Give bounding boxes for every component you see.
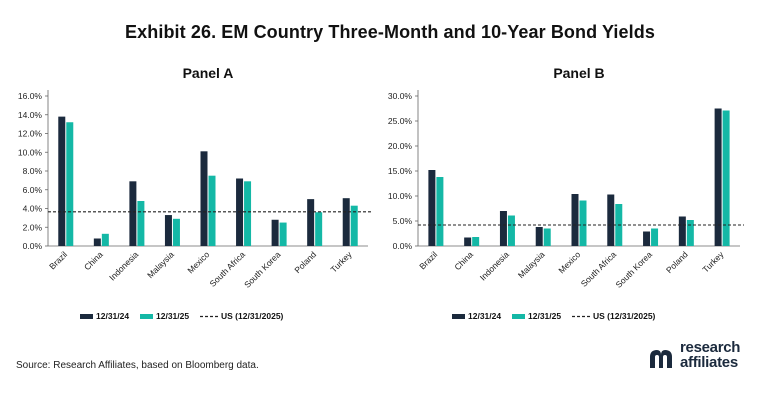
panel-title: Panel A (183, 65, 234, 81)
bar-2024-brazil (428, 170, 436, 246)
bar-2024-malaysia (535, 227, 543, 246)
category-label: Indonesia (478, 249, 511, 282)
logo-wordmark: research affiliates (680, 340, 740, 370)
legend-swatch (140, 314, 153, 319)
category-label: Poland (292, 249, 318, 275)
bar-2025-brazil (66, 122, 74, 246)
bar-2025-indonesia (507, 215, 515, 246)
category-label: Turkey (700, 249, 726, 275)
category-label: Malaysia (516, 249, 547, 280)
category-label: China (82, 249, 105, 272)
bar-2025-south-korea (651, 228, 659, 246)
bar-2024-south-korea (271, 219, 279, 246)
y-tick-label: 25.0% (388, 116, 413, 126)
bar-2025-poland (315, 212, 323, 246)
bar-2025-turkey (722, 110, 730, 246)
bar-2025-china (101, 233, 109, 246)
y-tick-label: 0.0% (23, 241, 43, 251)
bar-2024-brazil (58, 116, 66, 246)
bar-2025-mexico (208, 175, 216, 246)
category-label: Mexico (185, 249, 211, 275)
legend-label: 12/31/25 (156, 311, 189, 321)
panel-title: Panel B (553, 65, 604, 81)
logo-line-2: affiliates (680, 354, 738, 371)
legend-label: 12/31/24 (468, 311, 501, 321)
bar-2025-malaysia (172, 218, 180, 246)
source-note: Source: Research Affiliates, based on Bl… (16, 360, 259, 371)
y-tick-label: 16.0% (18, 91, 43, 101)
category-label: Indonesia (107, 249, 140, 282)
bar-2024-south-africa (607, 194, 615, 246)
y-tick-label: 10.0% (18, 147, 43, 157)
y-tick-label: 6.0% (23, 185, 43, 195)
bar-2025-south-korea (279, 222, 287, 246)
bar-2024-china (93, 238, 101, 246)
bar-2024-malaysia (164, 215, 172, 246)
category-label: South Korea (613, 249, 654, 290)
y-tick-label: 10.0% (388, 191, 413, 201)
y-tick-label: 14.0% (18, 110, 43, 120)
category-label: Poland (664, 249, 690, 275)
bar-2024-indonesia (499, 211, 507, 246)
bar-2024-mexico (571, 194, 579, 246)
bar-2025-mexico (579, 200, 587, 246)
bar-2024-indonesia (129, 181, 137, 246)
category-label: Brazil (47, 249, 69, 271)
bar-2025-indonesia (137, 201, 145, 246)
y-tick-label: 30.0% (388, 91, 413, 101)
research-affiliates-mark-icon (650, 350, 672, 368)
bar-2025-turkey (350, 205, 358, 246)
category-label: Brazil (417, 249, 439, 271)
y-tick-label: 4.0% (23, 204, 43, 214)
legend-swatch (512, 314, 525, 319)
exhibit-title: Exhibit 26. EM Country Three-Month and 1… (125, 22, 655, 42)
bar-2024-turkey (342, 198, 350, 246)
y-tick-label: 12.0% (18, 129, 43, 139)
y-tick-label: 20.0% (388, 141, 413, 151)
bar-2025-malaysia (543, 228, 551, 246)
category-label: South Korea (242, 249, 283, 290)
bar-2024-poland (678, 216, 686, 246)
category-label: Mexico (556, 249, 582, 275)
bar-2025-south-africa (244, 181, 252, 246)
research-affiliates-logo: research affiliates (648, 340, 768, 372)
bar-2024-mexico (200, 151, 208, 246)
bar-2024-south-korea (643, 231, 651, 246)
y-tick-label: 0.0% (393, 241, 413, 251)
bar-2024-china (464, 237, 472, 246)
y-tick-label: 15.0% (388, 166, 413, 176)
y-tick-label: 8.0% (23, 166, 43, 176)
bar-2024-poland (307, 199, 315, 246)
category-label: China (452, 249, 475, 272)
category-label: Malaysia (145, 249, 176, 280)
category-label: Turkey (328, 249, 354, 275)
y-tick-label: 2.0% (23, 222, 43, 232)
logo-line-1: research (680, 339, 741, 356)
bar-2025-china (472, 237, 480, 246)
y-tick-label: 5.0% (393, 216, 413, 226)
bar-2025-poland (686, 220, 694, 246)
legend-swatch (80, 314, 93, 319)
legend-swatch (452, 314, 465, 319)
legend-label: 12/31/24 (96, 311, 129, 321)
bar-2025-brazil (436, 177, 444, 246)
legend-label: US (12/31/2025) (221, 311, 284, 321)
legend-label: 12/31/25 (528, 311, 561, 321)
bar-2024-turkey (714, 108, 722, 246)
legend-label: US (12/31/2025) (593, 311, 656, 321)
